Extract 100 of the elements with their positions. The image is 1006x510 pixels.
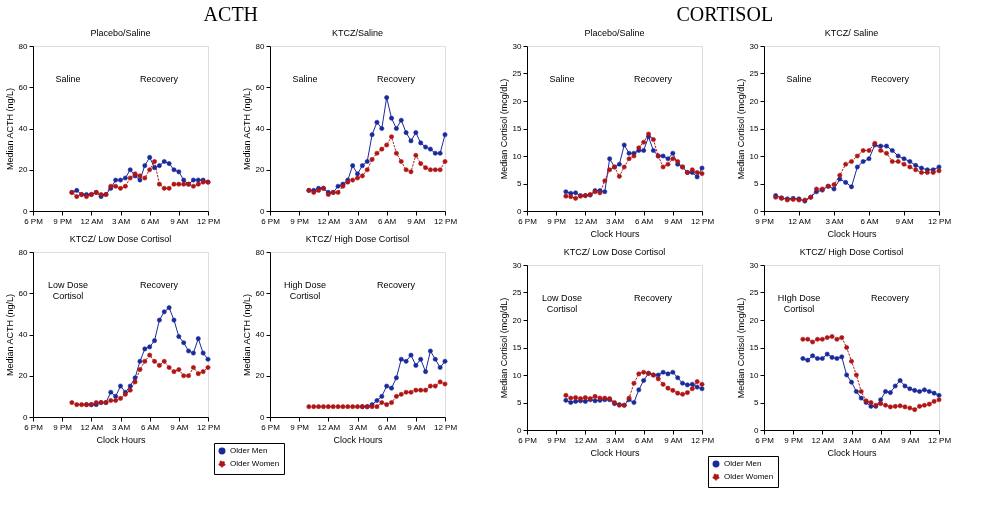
point xyxy=(824,335,830,341)
point xyxy=(641,378,647,383)
point xyxy=(191,365,196,370)
point xyxy=(912,407,918,413)
point xyxy=(563,392,569,398)
point xyxy=(907,386,913,392)
point xyxy=(423,144,428,150)
y-tick-label: 60 xyxy=(255,288,266,298)
point xyxy=(860,159,866,164)
point xyxy=(379,126,385,131)
point xyxy=(142,175,148,181)
point xyxy=(883,402,888,408)
point xyxy=(393,393,399,399)
point xyxy=(398,391,404,397)
point xyxy=(364,167,370,173)
y-tick-label: 0 xyxy=(754,425,760,435)
legend-label: Older Women xyxy=(724,472,774,481)
point xyxy=(919,165,924,171)
point xyxy=(113,177,119,183)
point xyxy=(878,401,884,407)
point xyxy=(161,159,167,164)
point xyxy=(685,390,690,396)
point xyxy=(442,381,448,387)
point xyxy=(582,398,588,404)
y-tick-label: 0 xyxy=(23,206,29,216)
annotation: HIgh Dose Cortisol xyxy=(777,293,821,314)
point xyxy=(374,119,380,125)
y-tick-label: 40 xyxy=(18,124,29,133)
point xyxy=(631,380,637,386)
point xyxy=(316,404,322,410)
point xyxy=(868,403,874,409)
point xyxy=(866,148,872,153)
point xyxy=(142,358,148,364)
y-tick-label: 0 xyxy=(517,425,523,435)
point xyxy=(428,146,433,152)
point xyxy=(181,373,187,379)
point xyxy=(127,383,133,389)
point xyxy=(699,171,705,177)
point xyxy=(665,156,671,162)
y-tick-label: 15 xyxy=(749,343,760,352)
point xyxy=(568,395,574,401)
point xyxy=(839,335,845,341)
point xyxy=(805,336,811,342)
point xyxy=(607,167,613,173)
point xyxy=(626,156,632,162)
point xyxy=(384,142,390,148)
point xyxy=(350,177,356,183)
y-axis-title: Median Cortisol (mcg/dL) xyxy=(498,78,509,180)
point xyxy=(689,381,695,387)
point xyxy=(432,356,438,362)
y-tick-label: 0 xyxy=(23,412,29,422)
y-tick-label: 5 xyxy=(754,398,760,407)
y-tick-label: 10 xyxy=(512,151,523,161)
point xyxy=(810,353,816,359)
point xyxy=(829,354,835,360)
x-tick-label: 12 AM xyxy=(80,422,104,432)
y-axis-title: Median ACTH (ng/L) xyxy=(4,293,15,377)
point xyxy=(858,395,864,401)
point xyxy=(379,393,385,399)
point xyxy=(408,138,414,144)
x-tick-label: 12 PM xyxy=(433,216,458,226)
y-tick-label: 20 xyxy=(18,165,29,175)
point xyxy=(819,336,825,342)
point xyxy=(854,164,860,170)
x-tick-label: 9 PM xyxy=(53,216,73,226)
point xyxy=(191,177,196,183)
point xyxy=(408,169,414,175)
x-tick-label: 6 AM xyxy=(378,422,397,432)
y-tick-label: 80 xyxy=(18,41,29,51)
point xyxy=(176,181,182,187)
point xyxy=(74,402,80,408)
point xyxy=(699,386,705,392)
point xyxy=(166,185,172,191)
x-tick-label: 12 AM xyxy=(788,216,812,226)
y-tick-label: 15 xyxy=(512,124,523,133)
y-tick-label: 60 xyxy=(18,288,29,298)
point xyxy=(113,183,119,189)
point xyxy=(191,350,196,356)
point xyxy=(849,184,854,190)
point xyxy=(418,387,424,393)
point xyxy=(936,397,942,403)
point xyxy=(161,309,167,315)
point xyxy=(176,334,182,339)
point xyxy=(660,381,666,387)
point xyxy=(897,378,903,383)
point xyxy=(931,398,937,404)
annotation: High Dose Cortisol xyxy=(283,280,327,301)
x-tick-label: 6 AM xyxy=(141,422,160,432)
point xyxy=(166,365,172,370)
x-tick-label: 12 AM xyxy=(574,216,598,226)
legend-label: Older Men xyxy=(724,459,762,468)
point xyxy=(384,402,390,408)
point xyxy=(403,358,409,364)
point xyxy=(408,389,414,395)
annotation: Recovery xyxy=(139,74,179,84)
point xyxy=(403,167,409,173)
y-tick-label: 0 xyxy=(517,206,523,216)
point xyxy=(442,159,448,164)
point xyxy=(919,170,924,175)
point xyxy=(384,95,390,100)
